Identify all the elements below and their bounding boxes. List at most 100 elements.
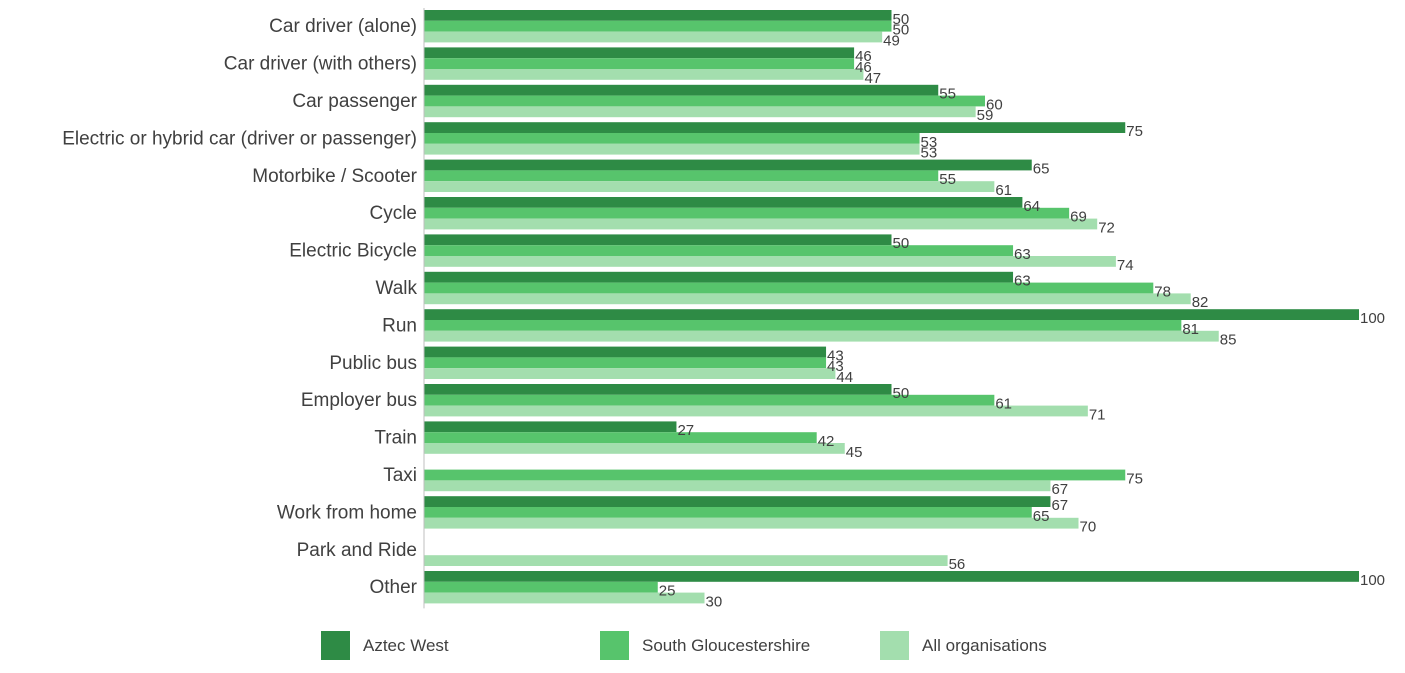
- legend-label-south-gloucestershire: South Gloucestershire: [642, 636, 810, 655]
- bar-aztec-west-car-passenger: [424, 84, 939, 96]
- bar-aztec-west-run: [424, 309, 1359, 320]
- value-label-south-gloucestershire-electric-or-hybrid-car-driver-or-passenger: 53: [921, 134, 938, 151]
- value-label-all-organisations-car-passenger: 59: [977, 107, 994, 124]
- bar-all-organisations-taxi: [424, 480, 1051, 492]
- category-label-electric-or-hybrid-car-driver-or-passenger: Electric or hybrid car (driver or passen…: [62, 128, 417, 149]
- value-label-aztec-west-electric-bicycle: 50: [893, 235, 910, 252]
- value-label-aztec-west-other: 100: [1360, 572, 1385, 589]
- bar-all-organisations-car-driver-with-others: [424, 69, 864, 80]
- value-label-all-organisations-walk: 82: [1192, 294, 1209, 311]
- category-label-car-driver-alone: Car driver (alone): [269, 16, 417, 37]
- legend-label-all-organisations: All organisations: [922, 636, 1047, 655]
- bar-aztec-west-employer-bus: [424, 384, 892, 395]
- value-label-all-organisations-cycle: 72: [1098, 219, 1115, 236]
- value-label-south-gloucestershire-public-bus: 43: [827, 358, 844, 375]
- value-label-all-organisations-other: 30: [706, 593, 723, 610]
- value-label-aztec-west-car-passenger: 55: [939, 86, 956, 103]
- value-label-south-gloucestershire-car-passenger: 60: [986, 96, 1003, 113]
- value-label-south-gloucestershire-employer-bus: 61: [995, 396, 1012, 413]
- bar-all-organisations-public-bus: [424, 368, 836, 379]
- value-label-south-gloucestershire-taxi: 75: [1126, 470, 1143, 487]
- bar-all-organisations-car-driver-alone: [424, 31, 883, 43]
- value-label-south-gloucestershire-motorbike-scooter: 55: [939, 171, 956, 188]
- value-label-aztec-west-run: 100: [1360, 310, 1385, 327]
- category-label-run: Run: [382, 315, 417, 336]
- bar-all-organisations-motorbike-scooter: [424, 181, 995, 192]
- value-label-aztec-west-electric-or-hybrid-car-driver-or-passenger: 75: [1126, 123, 1143, 140]
- legend: Aztec West South Gloucestershire All organ…: [321, 631, 1047, 660]
- value-labels: 5050494646475560597553536555616469725063…: [659, 11, 1385, 611]
- value-label-all-organisations-run: 85: [1220, 332, 1237, 349]
- value-label-aztec-west-cycle: 64: [1023, 198, 1040, 215]
- bar-all-organisations-walk: [424, 293, 1191, 305]
- category-label-park-and-ride: Park and Ride: [297, 540, 417, 561]
- value-label-south-gloucestershire-train: 42: [818, 433, 835, 450]
- category-label-other: Other: [369, 577, 417, 598]
- bar-south-gloucestershire-train: [424, 432, 817, 443]
- bar-aztec-west-work-from-home: [424, 496, 1051, 507]
- bar-south-gloucestershire-cycle: [424, 207, 1070, 219]
- category-label-motorbike-scooter: Motorbike / Scooter: [252, 166, 417, 187]
- category-label-electric-bicycle: Electric Bicycle: [289, 241, 417, 262]
- legend-swatch-south-gloucestershire: [600, 631, 629, 660]
- category-label-work-from-home: Work from home: [277, 502, 417, 523]
- bar-aztec-west-public-bus: [424, 346, 827, 358]
- bar-all-organisations-car-passenger: [424, 106, 976, 118]
- bar-south-gloucestershire-electric-bicycle: [424, 245, 1014, 256]
- category-label-cycle: Cycle: [369, 203, 417, 224]
- value-label-aztec-west-public-bus: 43: [827, 347, 844, 364]
- value-label-aztec-west-work-from-home: 67: [1051, 497, 1068, 514]
- value-label-all-organisations-car-driver-alone: 49: [883, 32, 900, 49]
- bar-all-organisations-park-and-ride: [424, 555, 948, 566]
- bar-all-organisations-other: [424, 592, 705, 604]
- value-label-south-gloucestershire-car-driver-alone: 50: [893, 22, 910, 39]
- bar-all-organisations-employer-bus: [424, 405, 1088, 417]
- bar-south-gloucestershire-walk: [424, 282, 1154, 294]
- bar-south-gloucestershire-car-passenger: [424, 95, 985, 107]
- value-label-aztec-west-train: 27: [677, 422, 694, 439]
- bar-south-gloucestershire-other: [424, 581, 658, 593]
- bars: [424, 10, 1359, 604]
- bar-aztec-west-other: [424, 571, 1359, 582]
- value-label-south-gloucestershire-other: 25: [659, 583, 676, 600]
- bar-south-gloucestershire-motorbike-scooter: [424, 170, 939, 182]
- bar-south-gloucestershire-taxi: [424, 469, 1126, 481]
- value-label-south-gloucestershire-cycle: 69: [1070, 209, 1087, 226]
- value-label-all-organisations-work-from-home: 70: [1080, 519, 1097, 536]
- bar-aztec-west-walk: [424, 271, 1014, 283]
- bar-all-organisations-electric-bicycle: [424, 256, 1116, 267]
- value-label-all-organisations-train: 45: [846, 444, 863, 461]
- value-label-south-gloucestershire-electric-bicycle: 63: [1014, 246, 1031, 263]
- category-labels: Car driver (alone) Car driver (with other…: [62, 16, 417, 598]
- legend-label-aztec-west: Aztec West: [363, 636, 449, 655]
- bar-all-organisations-train: [424, 443, 845, 454]
- bar-aztec-west-electric-or-hybrid-car-driver-or-passenger: [424, 122, 1126, 133]
- legend-swatch-all-organisations: [880, 631, 909, 660]
- category-label-employer-bus: Employer bus: [301, 390, 417, 411]
- value-label-aztec-west-car-driver-with-others: 46: [855, 48, 872, 65]
- value-label-all-organisations-public-bus: 44: [836, 369, 853, 386]
- bar-south-gloucestershire-car-driver-alone: [424, 20, 892, 32]
- legend-swatch-aztec-west: [321, 631, 350, 660]
- value-label-south-gloucestershire-walk: 78: [1154, 283, 1171, 300]
- value-label-all-organisations-employer-bus: 71: [1089, 406, 1106, 423]
- category-label-walk: Walk: [375, 278, 417, 299]
- bar-all-organisations-work-from-home: [424, 517, 1079, 529]
- value-label-all-organisations-car-driver-with-others: 47: [864, 70, 881, 87]
- value-label-aztec-west-motorbike-scooter: 65: [1033, 160, 1050, 177]
- bar-all-organisations-cycle: [424, 218, 1098, 230]
- value-label-south-gloucestershire-run: 81: [1182, 321, 1199, 338]
- value-label-aztec-west-car-driver-alone: 50: [893, 11, 910, 28]
- value-label-south-gloucestershire-work-from-home: 65: [1033, 508, 1050, 525]
- value-label-aztec-west-employer-bus: 50: [893, 385, 910, 402]
- bar-south-gloucestershire-employer-bus: [424, 394, 995, 406]
- category-label-public-bus: Public bus: [329, 353, 417, 374]
- value-label-all-organisations-taxi: 67: [1051, 481, 1068, 498]
- value-label-all-organisations-electric-bicycle: 74: [1117, 257, 1134, 274]
- value-label-all-organisations-motorbike-scooter: 61: [995, 182, 1012, 199]
- bar-south-gloucestershire-public-bus: [424, 357, 827, 369]
- bar-south-gloucestershire-electric-or-hybrid-car-driver-or-passenger: [424, 133, 920, 144]
- category-label-taxi: Taxi: [383, 465, 417, 486]
- value-label-aztec-west-walk: 63: [1014, 273, 1031, 290]
